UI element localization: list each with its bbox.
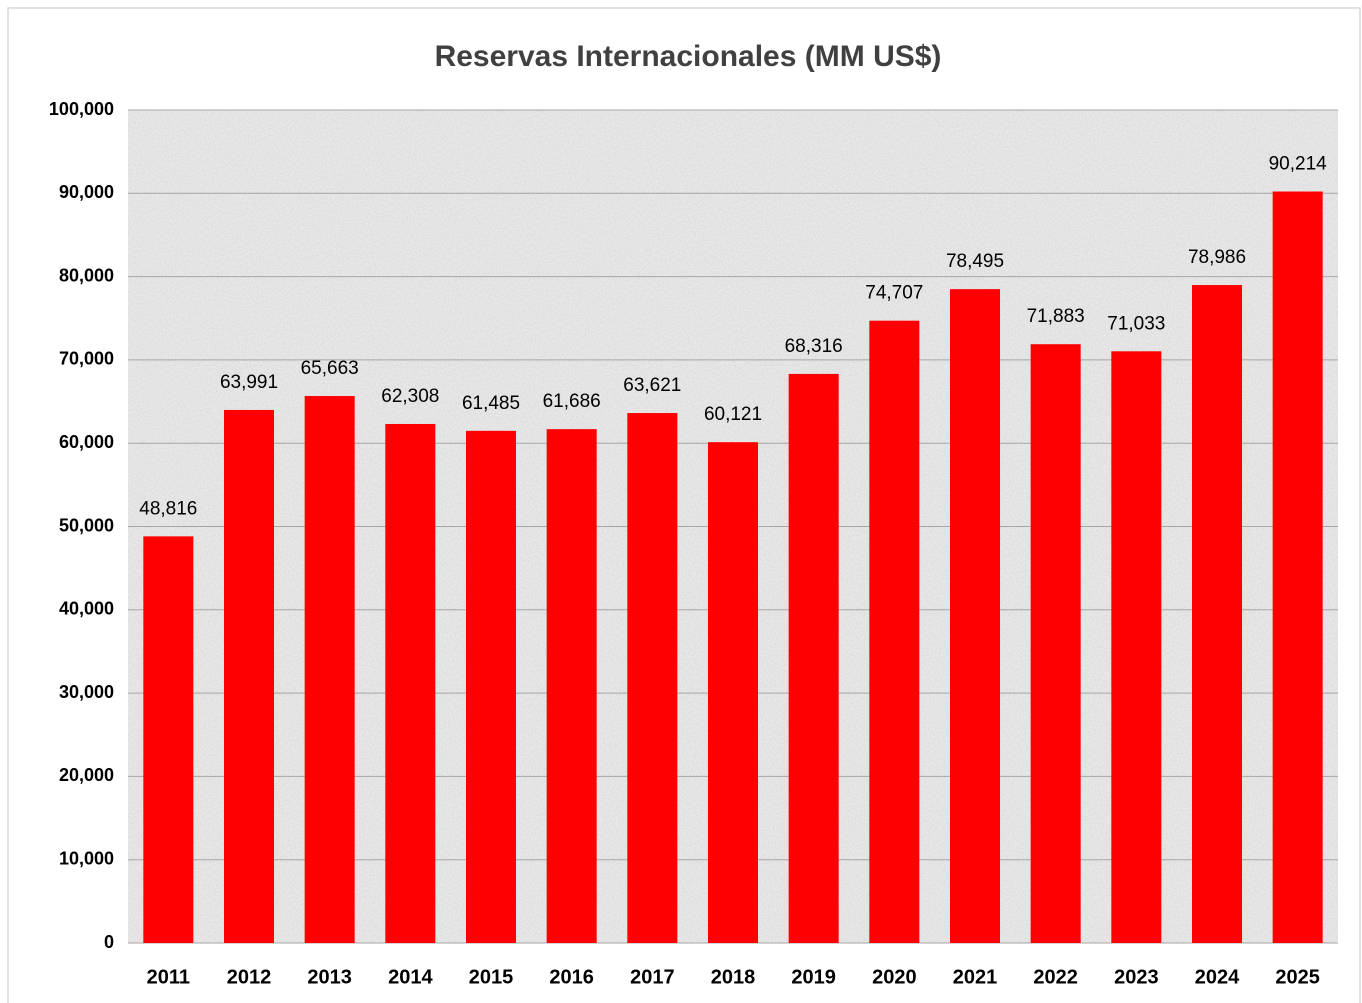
x-tick-label: 2019: [791, 966, 836, 988]
data-label: 61,686: [543, 391, 601, 412]
data-label: 60,121: [704, 404, 762, 425]
y-tick-label: 0: [104, 932, 114, 952]
x-tick-label: 2016: [549, 966, 594, 988]
data-label: 68,316: [785, 336, 843, 357]
data-label: 78,495: [946, 251, 1004, 272]
x-tick-label: 2013: [307, 966, 352, 988]
data-label: 63,621: [623, 375, 681, 396]
bar: [304, 396, 355, 943]
data-label: 62,308: [381, 386, 439, 407]
bar: [385, 423, 436, 943]
bar: [223, 409, 275, 943]
x-tick-label: 2017: [630, 966, 675, 988]
bar: [1111, 351, 1162, 943]
y-tick-label: 100,000: [49, 99, 114, 119]
bar: [143, 536, 194, 943]
y-tick-label: 40,000: [59, 599, 114, 619]
x-tick-label: 2020: [872, 966, 917, 988]
data-label: 65,663: [301, 358, 359, 379]
y-tick-label: 30,000: [59, 682, 114, 702]
bar: [788, 373, 839, 943]
x-tick-label: 2022: [1033, 966, 1078, 988]
x-tick-label: 2021: [953, 966, 998, 988]
chart-title: Reservas Internacionales (MM US$): [435, 40, 942, 73]
data-label: 61,485: [462, 393, 520, 414]
bar: [707, 442, 759, 943]
bar: [627, 413, 678, 943]
bar: [1191, 285, 1243, 943]
x-tick-label: 2014: [388, 966, 433, 988]
data-label: 90,214: [1269, 154, 1328, 175]
data-label: 71,033: [1107, 313, 1165, 334]
y-tick-label: 90,000: [59, 182, 114, 202]
data-label: 74,707: [865, 283, 923, 304]
bar: [1272, 191, 1323, 943]
bar: [546, 429, 597, 943]
y-tick-label: 20,000: [59, 765, 114, 785]
y-tick-label: 60,000: [59, 432, 114, 452]
data-label: 78,986: [1188, 247, 1246, 268]
bar: [869, 320, 920, 944]
x-tick-label: 2012: [227, 966, 272, 988]
x-tick-label: 2018: [711, 966, 756, 988]
bar: [1030, 344, 1081, 943]
y-tick-label: 50,000: [59, 515, 114, 535]
x-tick-label: 2011: [147, 966, 190, 988]
data-label: 48,816: [139, 498, 197, 519]
y-tick-label: 70,000: [59, 349, 114, 369]
data-label: 71,883: [1027, 306, 1085, 327]
y-tick-label: 80,000: [59, 265, 114, 285]
x-tick-label: 2025: [1275, 966, 1320, 988]
bar: [949, 289, 1001, 943]
x-tick-label: 2015: [469, 966, 514, 988]
x-tick-label: 2024: [1195, 966, 1240, 988]
data-label: 63,991: [220, 372, 278, 393]
y-tick-label: 10,000: [59, 848, 114, 868]
bar: [465, 430, 517, 943]
x-tick-label: 2023: [1114, 966, 1159, 988]
